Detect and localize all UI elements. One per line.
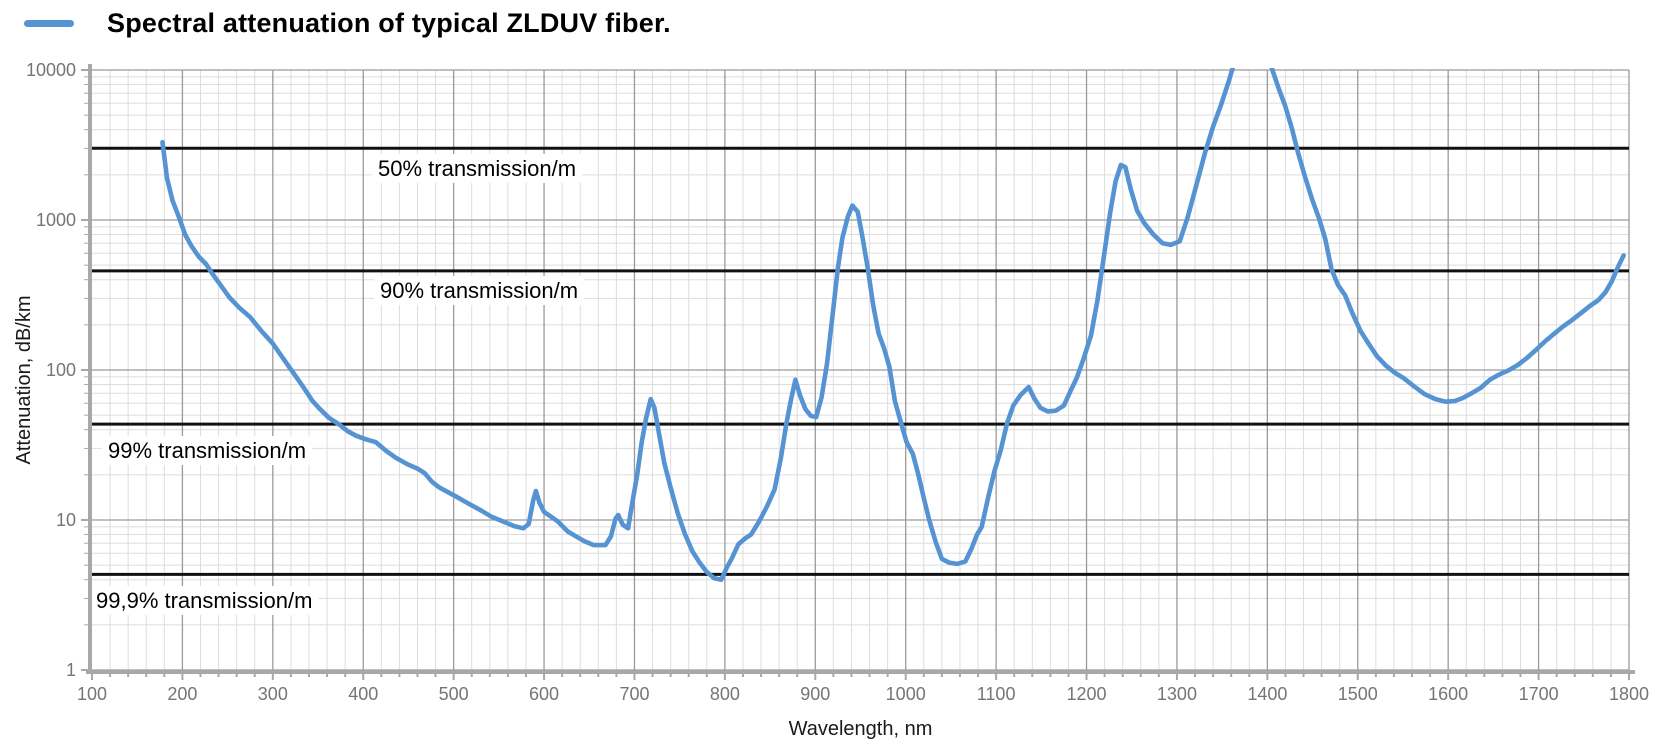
transmission-threshold-lines: 50% transmission/m 90% transmission/m 99% … <box>90 146 1629 615</box>
svg-text:300: 300 <box>258 684 288 704</box>
y-axis-title: Attenuation, dB/km <box>13 296 35 465</box>
svg-text:1: 1 <box>66 660 76 680</box>
tick-marks <box>81 69 1630 680</box>
threshold-label: 99% transmission/m <box>102 436 313 465</box>
svg-text:500: 500 <box>439 684 469 704</box>
svg-text:1400: 1400 <box>1247 684 1287 704</box>
y-tick-labels: 1 10 100 1000 10000 <box>26 60 76 680</box>
svg-text:90% transmission/m: 90% transmission/m <box>380 278 578 303</box>
threshold-label: 90% transmission/m <box>374 276 585 305</box>
svg-text:600: 600 <box>529 684 559 704</box>
svg-text:800: 800 <box>710 684 740 704</box>
attenuation-curve <box>160 68 1626 583</box>
svg-text:100: 100 <box>46 360 76 380</box>
threshold-label: 50% transmission/m <box>372 154 583 183</box>
axes <box>86 64 1635 674</box>
svg-text:1700: 1700 <box>1519 684 1559 704</box>
svg-text:200: 200 <box>167 684 197 704</box>
chart-title: Spectral attenuation of typical ZLDUV fi… <box>107 8 671 38</box>
svg-text:1300: 1300 <box>1157 684 1197 704</box>
svg-text:700: 700 <box>619 684 649 704</box>
svg-text:10: 10 <box>56 510 76 530</box>
svg-text:100: 100 <box>77 684 107 704</box>
svg-text:900: 900 <box>800 684 830 704</box>
svg-text:1100: 1100 <box>977 684 1016 704</box>
threshold-label: 99,9% transmission/m <box>90 586 319 615</box>
svg-text:1500: 1500 <box>1338 684 1378 704</box>
svg-text:10000: 10000 <box>26 60 76 80</box>
svg-text:1600: 1600 <box>1428 684 1468 704</box>
svg-text:1000: 1000 <box>886 684 926 704</box>
svg-text:1800: 1800 <box>1609 684 1649 704</box>
legend: Spectral attenuation of typical ZLDUV fi… <box>24 8 671 39</box>
svg-text:99% transmission/m: 99% transmission/m <box>108 438 306 463</box>
x-tick-labels: 100 200 300 400 500 600 700 800 900 1000 1100 1200 1… <box>77 684 1649 704</box>
legend-line-swatch <box>24 20 74 27</box>
svg-text:1200: 1200 <box>1067 684 1107 704</box>
svg-text:1000: 1000 <box>36 210 76 230</box>
svg-text:50% transmission/m: 50% transmission/m <box>378 156 576 181</box>
svg-text:99,9% transmission/m: 99,9% transmission/m <box>96 588 312 613</box>
svg-text:400: 400 <box>348 684 378 704</box>
x-axis-title: Wavelength, nm <box>789 718 933 740</box>
